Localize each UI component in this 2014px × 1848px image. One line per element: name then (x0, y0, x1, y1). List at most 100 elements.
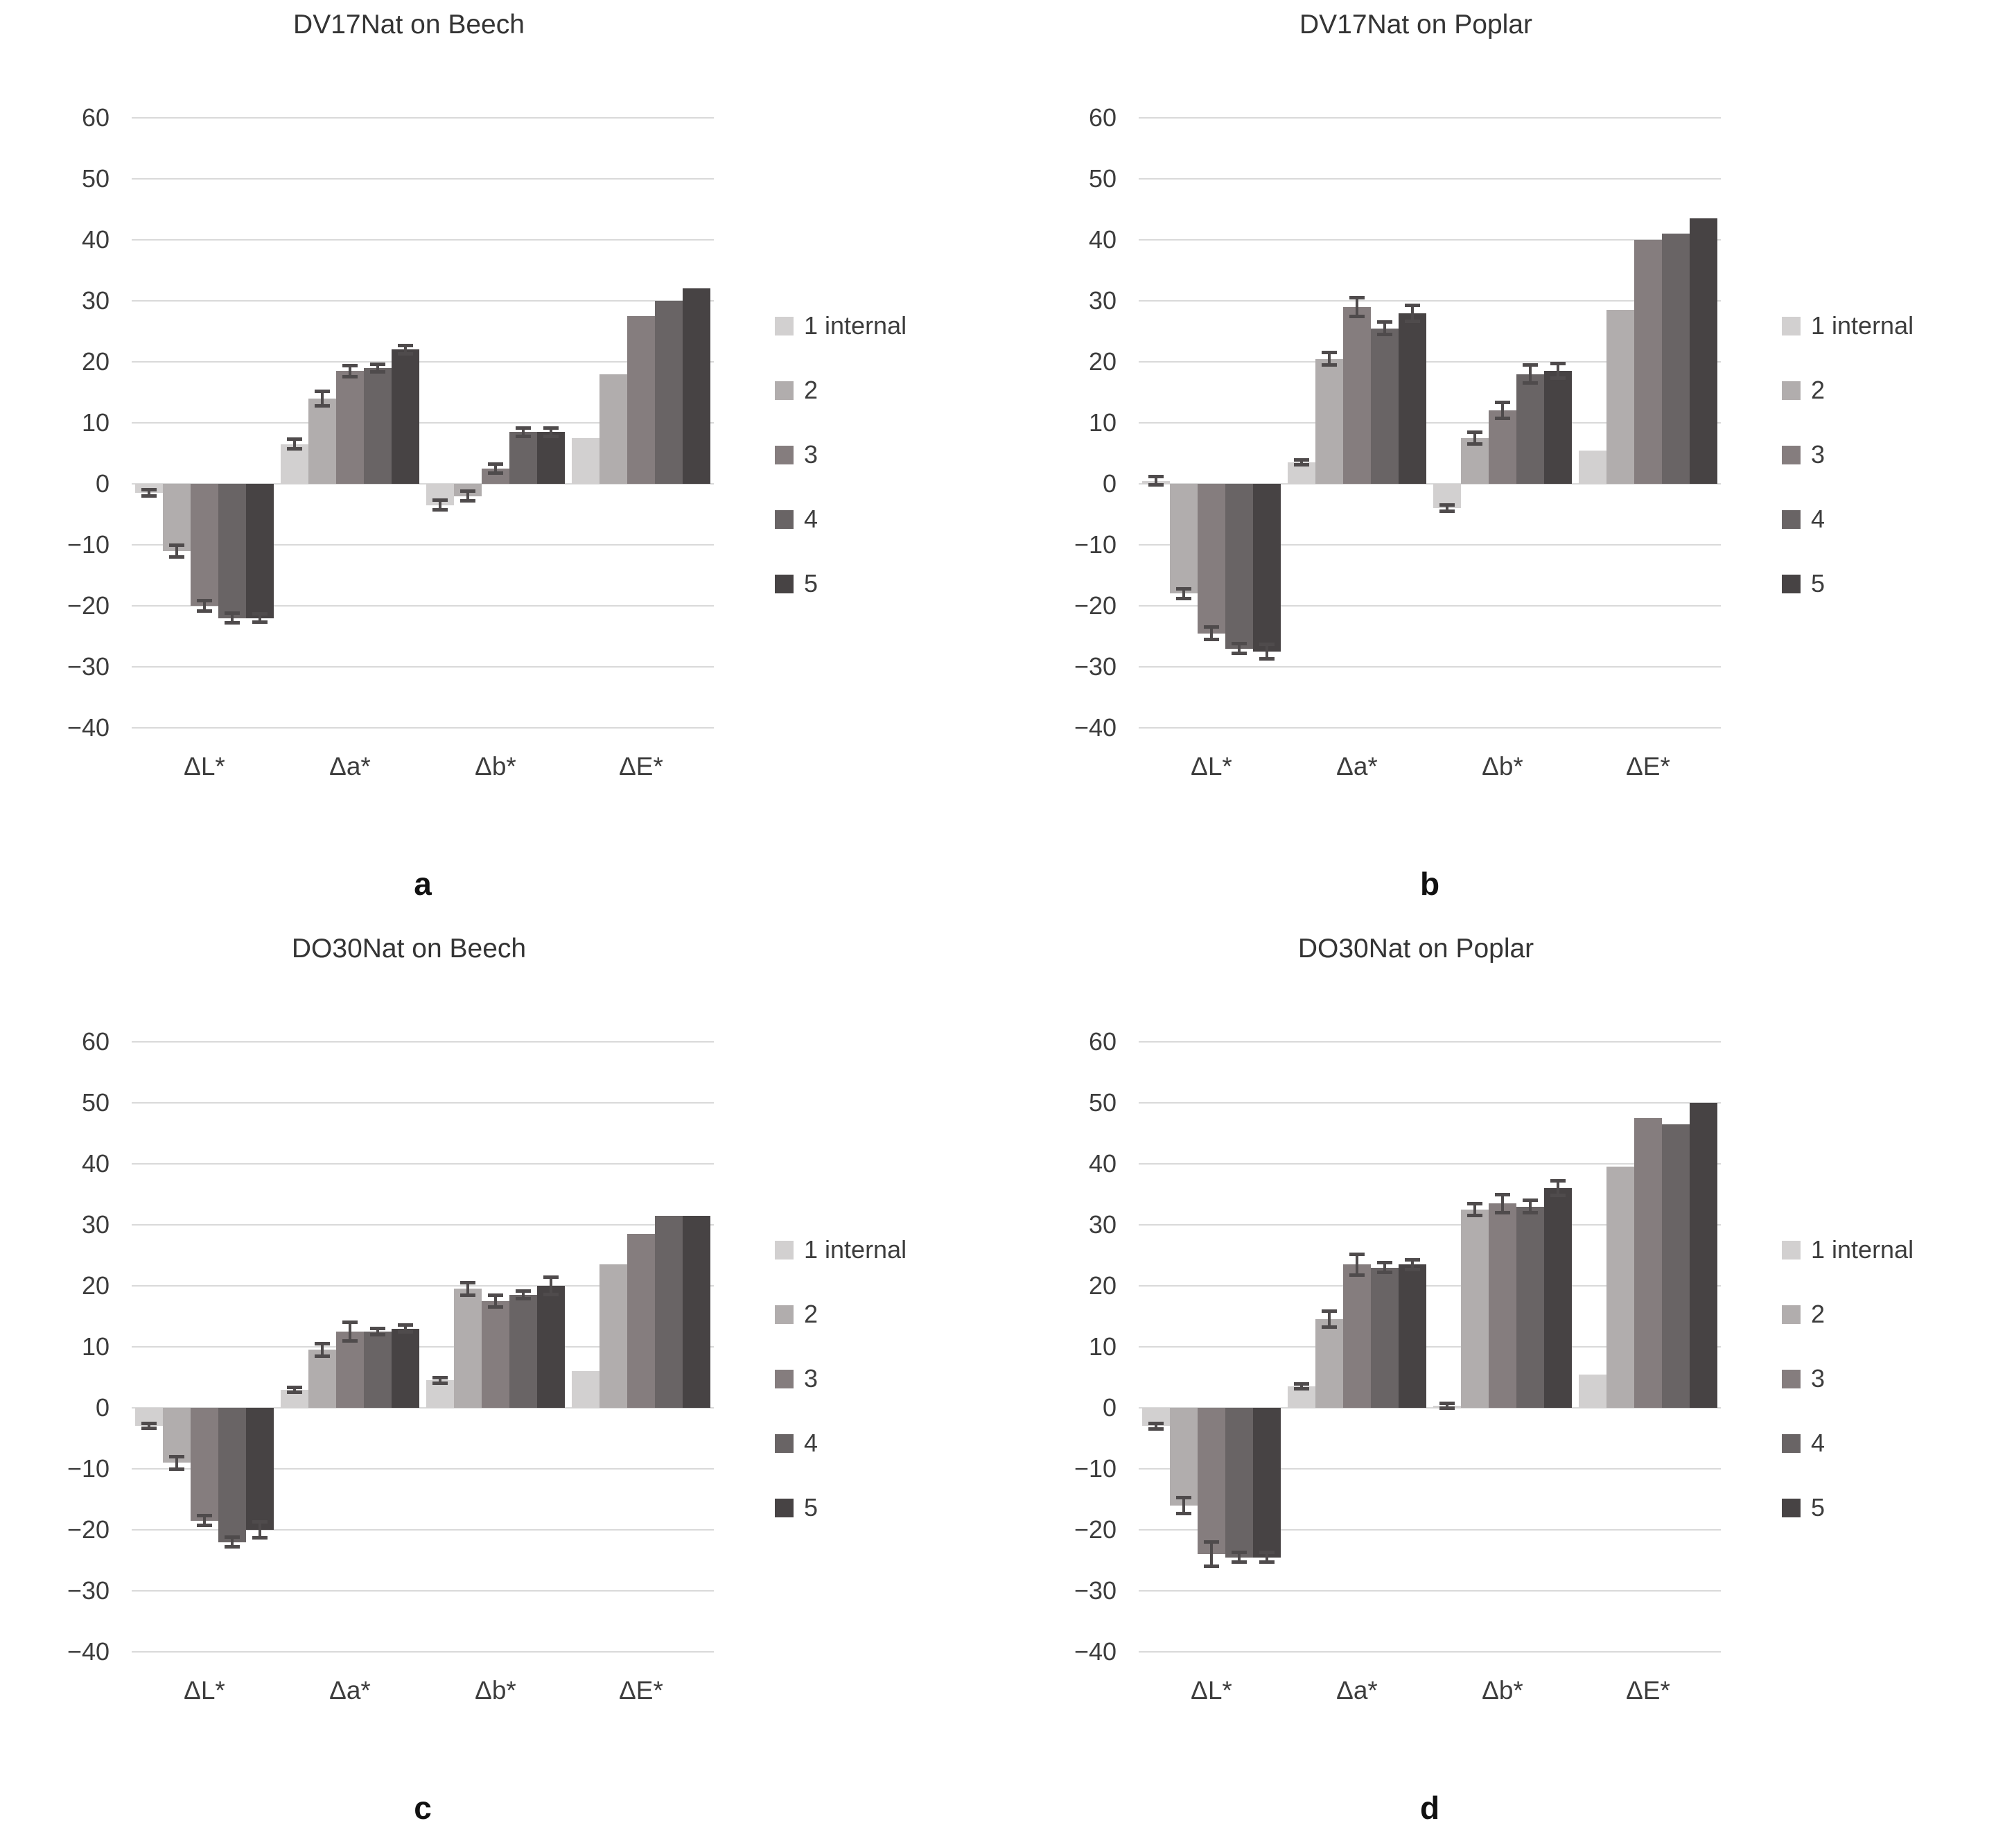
gridline (132, 1468, 714, 1470)
error-bar-cap (1405, 303, 1420, 307)
error-bar-cap (543, 434, 559, 438)
legend-label: 3 (1811, 440, 1825, 469)
bar (1489, 410, 1516, 484)
error-bar (1155, 476, 1157, 485)
bar (336, 371, 364, 484)
bar (572, 1371, 599, 1408)
error-bar-cap (342, 1320, 358, 1325)
gridline (132, 1590, 714, 1592)
bar (509, 1295, 537, 1408)
bar (1253, 484, 1281, 652)
error-bar-cap (1550, 1194, 1566, 1198)
error-bar (376, 364, 379, 372)
x-axis-category-label: ΔE* (619, 1676, 663, 1705)
error-bar (1328, 1311, 1331, 1327)
error-bar-cap (197, 609, 212, 613)
legend-label: 2 (804, 376, 818, 404)
error-bar-cap (432, 498, 448, 503)
bar (655, 301, 683, 484)
error-bar (203, 600, 206, 611)
error-bar (1210, 627, 1213, 640)
bar (1315, 358, 1343, 484)
bar (537, 432, 565, 484)
error-bar-cap (1259, 657, 1275, 661)
bar (1489, 1203, 1516, 1408)
bar (1371, 1267, 1399, 1408)
error-bar-cap (1550, 1179, 1566, 1183)
error-bar-cap (516, 1289, 531, 1293)
error-bar-cap (516, 434, 531, 438)
x-axis-category-label: ΔL* (184, 1676, 225, 1705)
error-bar-cap (169, 1467, 184, 1471)
legend-label: 2 (1811, 1300, 1825, 1328)
error-bar (1328, 352, 1331, 365)
error-bar-cap (460, 489, 475, 494)
error-bar (1557, 1180, 1559, 1196)
error-bar (1501, 402, 1504, 419)
error-bar-cap (1204, 1540, 1219, 1544)
y-axis-tick-label: 20 (1088, 1271, 1117, 1300)
bar (1579, 1374, 1606, 1408)
bar (336, 1332, 364, 1408)
error-bar (1210, 1542, 1213, 1567)
legend-swatch-icon (775, 1305, 794, 1324)
error-bar (1411, 305, 1414, 322)
legend: 1 internal 2 3 4 5 (775, 1235, 907, 1557)
gridline (132, 1163, 714, 1165)
gridline (132, 727, 714, 729)
bar (627, 316, 655, 484)
gridline (1139, 1590, 1721, 1592)
error-bar-cap (169, 1454, 184, 1458)
error-bar-cap (432, 1375, 448, 1379)
legend-item: 1 internal (1782, 311, 1914, 341)
error-bar-cap (1322, 1325, 1337, 1330)
error-bar-cap (225, 1545, 240, 1549)
legend: 1 internal 2 3 4 5 (775, 311, 907, 633)
y-axis-tick-label: −40 (67, 713, 110, 742)
error-bar (466, 1282, 469, 1296)
error-bar-cap (141, 494, 157, 498)
x-axis-category-label: ΔE* (1626, 1676, 1670, 1705)
legend-swatch-icon (1782, 381, 1801, 400)
y-axis-tick-label: 0 (95, 469, 110, 498)
plot-area: 60 50 40 30 20 10 0 −10 −20 −30 −40 ΔL* Δa* Δb* ΔE* (1074, 103, 1721, 781)
error-bar-cap (315, 403, 330, 408)
gridline (1139, 239, 1721, 241)
error-bar-cap (516, 1296, 531, 1300)
x-axis-category-label: Δa* (329, 1676, 371, 1705)
error-bar-cap (169, 555, 184, 559)
error-bar-cap (1405, 319, 1420, 323)
gridline (132, 1529, 714, 1531)
bar (163, 484, 191, 551)
error-bar (321, 391, 324, 406)
gridline (132, 605, 714, 607)
error-bar-cap (1523, 363, 1538, 367)
bar (454, 1289, 482, 1408)
legend-item: 3 (775, 439, 907, 470)
bar (246, 484, 274, 618)
error-bar-cap (1377, 320, 1392, 324)
error-bar-cap (1439, 503, 1455, 507)
panel-letter: a (414, 866, 432, 902)
error-bar-cap (1204, 1564, 1219, 1569)
y-axis-tick-label: 30 (1088, 286, 1117, 315)
error-bar (203, 1515, 206, 1526)
bar (572, 438, 599, 484)
error-bar (1446, 505, 1448, 512)
y-axis-tick-label: −20 (1074, 591, 1117, 620)
bar (308, 1350, 336, 1408)
legend-item: 1 internal (775, 1235, 907, 1265)
legend-label: 1 internal (804, 311, 907, 340)
bar (509, 432, 537, 484)
legend-swatch-icon (1782, 1369, 1801, 1388)
bar (191, 1408, 218, 1521)
legend-item: 3 (1782, 439, 1914, 470)
error-bar-cap (252, 620, 268, 625)
error-bar-cap (1550, 362, 1566, 366)
bar (482, 1301, 509, 1408)
bar (1544, 1188, 1572, 1408)
error-bar-cap (315, 389, 330, 393)
error-bar (522, 1291, 525, 1299)
bar (1399, 313, 1426, 484)
error-bar-cap (315, 1342, 330, 1346)
